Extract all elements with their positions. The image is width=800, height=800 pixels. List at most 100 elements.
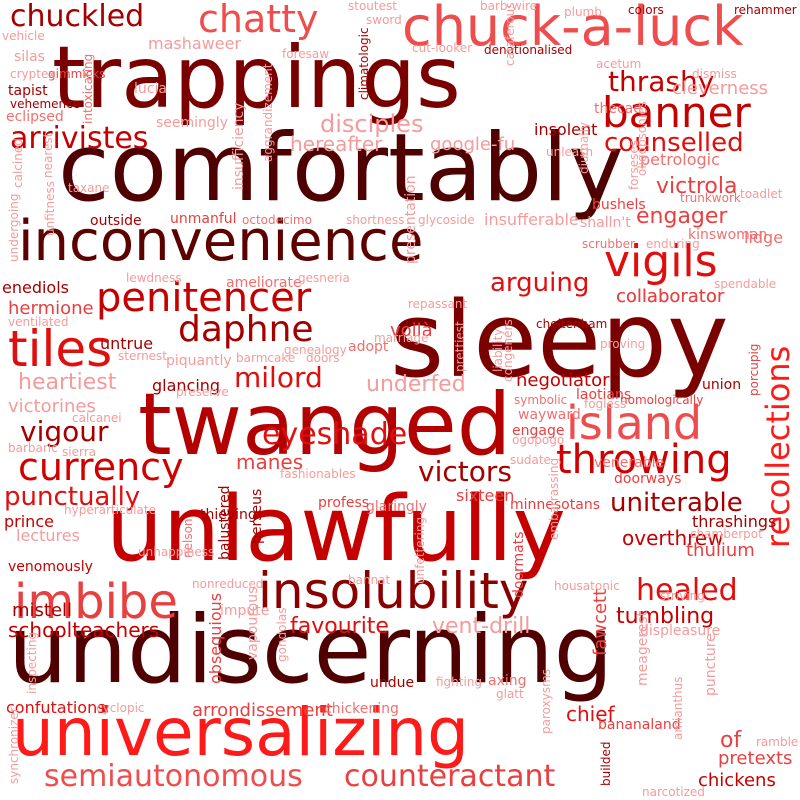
word-112: acetum — [596, 57, 642, 71]
word-126: tapist — [8, 83, 48, 99]
word-93: doorways — [614, 471, 682, 487]
word-154: marriage — [374, 331, 429, 345]
word-116: plumb — [564, 5, 602, 19]
word-188: axing — [488, 673, 527, 689]
word-18: banner — [602, 88, 751, 137]
word-63: chickening — [324, 701, 399, 717]
word-60: chief — [566, 702, 615, 726]
word-178: housatonic — [554, 579, 620, 593]
word-179: striving — [660, 589, 705, 603]
word-21: chuckled — [10, 0, 145, 34]
word-103: fogless — [584, 397, 627, 411]
word-56: thrashings — [692, 512, 777, 531]
word-24: eyeshade — [262, 417, 408, 452]
word-134: undergoing — [7, 193, 21, 262]
word-14: currency — [18, 445, 184, 489]
word-46: negotiator — [516, 370, 610, 391]
word-32: disciples — [320, 110, 424, 138]
word-166: calcanei — [72, 411, 122, 425]
word-66: insolent — [534, 120, 598, 139]
word-78: outside — [90, 213, 142, 229]
word-96: engage — [512, 423, 565, 439]
word-82: insufferable — [484, 210, 579, 229]
word-97: wayward — [518, 407, 581, 423]
word-106: lucia — [134, 81, 167, 97]
word-195: builded — [599, 741, 613, 786]
word-89: glaringly — [366, 499, 427, 515]
word-110: climatologic — [357, 27, 371, 100]
word-147: kinswoman — [688, 227, 768, 243]
word-187: fighting — [436, 675, 483, 689]
word-167: barbaric — [8, 441, 58, 455]
word-23: arrivistes — [10, 121, 149, 156]
word-141: unleash — [546, 145, 594, 159]
word-52: lectures — [16, 526, 80, 545]
word-101: nomologically — [620, 393, 704, 407]
word-12: tiles — [8, 320, 113, 378]
word-50: mistell — [12, 600, 73, 621]
word-121: sword — [366, 13, 402, 27]
word-183: meagerest — [635, 610, 651, 686]
word-197: cataferous — [503, 2, 517, 66]
word-142: diurnally — [577, 121, 591, 174]
word-149: scrubber — [582, 237, 635, 251]
word-127: vehemence — [10, 97, 81, 111]
word-64: hereafter — [290, 132, 383, 156]
word-119: denationalised — [484, 43, 573, 57]
word-99: porcupig — [747, 343, 761, 396]
word-108: insufficiency — [231, 102, 247, 190]
word-176: bannat — [348, 573, 391, 587]
word-44: cleverness — [672, 78, 769, 99]
word-48: victorines — [8, 396, 96, 417]
word-172: embarrassing — [547, 457, 561, 540]
word-168: sierra — [62, 445, 96, 459]
word-25: milord — [234, 361, 323, 394]
word-81: voilà — [390, 320, 433, 341]
word-2: undiscerning — [8, 596, 614, 705]
word-123: vehicle — [2, 29, 45, 43]
word-163: barmcake — [236, 351, 296, 365]
word-43: schoolteachers — [8, 618, 160, 642]
word-27: uniterable — [610, 488, 743, 518]
word-104: collaborator — [616, 286, 725, 307]
word-29: punctually — [4, 482, 141, 512]
word-130: calcined — [11, 138, 25, 188]
word-58: pretexts — [718, 748, 793, 769]
word-190: cyclopic — [96, 701, 145, 715]
word-182: gondolas — [275, 607, 289, 662]
word-184: puncture — [703, 633, 719, 696]
word-124: silas — [14, 49, 45, 65]
word-37: victrola — [656, 174, 738, 199]
word-11: daphne — [178, 309, 314, 350]
word-95: sudate — [510, 453, 551, 467]
word-132: taxane — [68, 181, 110, 195]
word-76: fawcett — [590, 588, 611, 656]
word-139: glycoside — [418, 213, 475, 227]
word-111: thecae — [594, 101, 642, 117]
word-131: nearest — [41, 132, 55, 178]
word-155: cheltenham — [536, 317, 608, 331]
word-146: toadlet — [740, 187, 783, 201]
word-107: intoxicating — [81, 53, 95, 124]
word-55: thulium — [686, 540, 755, 561]
word-150: ventilated — [8, 315, 69, 329]
word-174: unhappiness — [138, 545, 215, 559]
word-79: unmanful — [170, 211, 237, 227]
word-180: impute — [220, 603, 270, 619]
word-148: enduring — [646, 237, 700, 251]
word-177: unfettering — [413, 516, 427, 584]
word-22: thrashy — [608, 65, 715, 98]
word-84: bushels — [592, 197, 646, 213]
word-151: repassant — [408, 297, 468, 311]
word-3: sleepy — [390, 279, 729, 401]
word-102: symbolic — [514, 393, 568, 407]
word-162: piquantly — [166, 353, 232, 369]
word-109: aggrandizement — [261, 63, 275, 163]
word-39: underfed — [366, 372, 466, 397]
word-45: hermione — [8, 298, 94, 319]
word-122: foresaw — [282, 47, 330, 61]
word-120: stoutest — [348, 0, 397, 13]
word-36: engager — [636, 204, 728, 229]
word-54: overthrew — [622, 526, 724, 550]
